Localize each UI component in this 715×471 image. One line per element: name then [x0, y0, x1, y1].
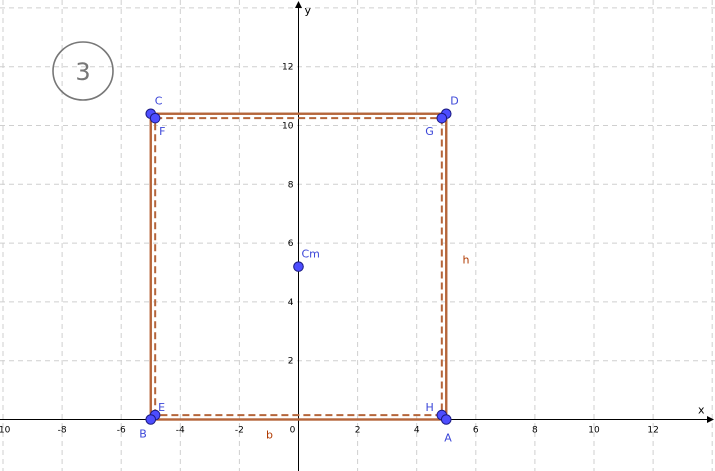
x-tick-label: 10 [588, 426, 600, 436]
x-tick-label: -10 [0, 426, 11, 436]
point-g[interactable] [436, 112, 448, 124]
x-tick-label: -2 [235, 426, 244, 436]
point-a[interactable] [440, 414, 452, 425]
y-axis-label: y [305, 4, 312, 17]
outer-rectangle[interactable] [149, 112, 448, 421]
x-tick-label: -8 [58, 426, 67, 436]
step-number: 3 [75, 58, 90, 86]
point-label-f: F [159, 125, 165, 138]
y-tick-label: 10 [282, 122, 294, 132]
points[interactable]: C F D G E B H A Cm [139, 95, 459, 445]
x-axis-arrow [707, 416, 714, 423]
y-tick-label: 8 [288, 180, 294, 190]
x-tick-label: 0 [290, 426, 296, 436]
x-tick-label: 12 [647, 426, 658, 436]
x-tick-label: 4 [414, 426, 420, 436]
x-tick-label: 2 [355, 426, 361, 436]
point-label-cm: Cm [302, 248, 320, 261]
point-label-e: E [158, 401, 165, 414]
y-tick-label: 2 [288, 357, 294, 367]
point-label-g: G [425, 125, 434, 138]
segment-label-b: b [266, 429, 273, 442]
segment-label-h: h [463, 254, 470, 267]
y-tick-label: 12 [282, 63, 293, 73]
point-label-c: C [155, 95, 163, 108]
y-tick-label: 4 [288, 298, 294, 308]
x-tick-label: -4 [176, 426, 185, 436]
step-circle [52, 41, 114, 101]
point-f[interactable] [149, 112, 161, 124]
x-tick-label: -6 [117, 426, 126, 436]
inner-dashed-rectangle[interactable] [154, 117, 443, 417]
x-tick-label: 6 [473, 426, 479, 436]
y-tick-label: 6 [288, 239, 294, 249]
x-tick-label: 8 [532, 426, 538, 436]
step-badge: 3 [52, 41, 114, 101]
point-label-a: A [444, 432, 452, 445]
point-label-b: B [139, 428, 147, 441]
point-b[interactable] [145, 414, 157, 425]
y-axis-arrow [295, 1, 302, 8]
point-label-h: H [426, 401, 434, 414]
point-label-d: D [450, 95, 458, 108]
point-cm[interactable] [293, 261, 304, 272]
tick-labels: -10 -8 -6 -4 -2 0 2 4 6 8 10 12 2 4 6 8 10 12 [0, 63, 659, 436]
x-axis-label: x [698, 404, 705, 417]
